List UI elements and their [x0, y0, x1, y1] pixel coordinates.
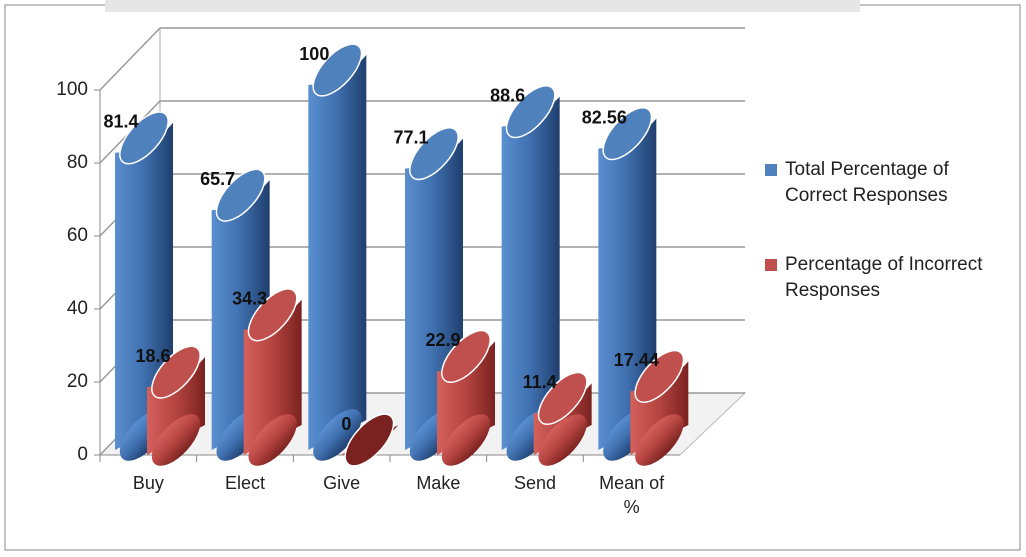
value-label: 82.56 [582, 107, 627, 127]
cylinder-base [538, 414, 587, 466]
cylinder-body [115, 122, 173, 450]
cylinder-top [634, 349, 685, 403]
cylinder-base [313, 409, 362, 461]
cylinder [437, 329, 495, 466]
cylinder [630, 349, 689, 466]
cylinder-body [501, 96, 560, 451]
cylinder-base [635, 414, 684, 466]
value-label: 88.6 [490, 85, 525, 105]
cylinder-base [248, 414, 297, 466]
cylinder-top [215, 168, 266, 222]
legend-swatch [765, 164, 777, 176]
legend-swatch [765, 259, 777, 271]
cylinder-top [247, 288, 298, 342]
title-band [105, 0, 860, 12]
cylinder-top [537, 371, 588, 425]
cylinder [243, 288, 302, 466]
cylinder [340, 413, 399, 467]
x-tick-label: Give [323, 473, 361, 493]
cylinder-body [598, 118, 657, 450]
x-tick-label: Mean of % [599, 473, 665, 517]
cylinder-top [119, 111, 169, 165]
value-label: 100 [299, 44, 329, 64]
x-tick-label: Buy [132, 473, 164, 493]
value-label: 0 [341, 414, 351, 434]
cylinder [533, 371, 592, 466]
cylinder-body [308, 55, 367, 450]
legend-entry: Total Percentage of Correct Responses [765, 157, 1015, 209]
cylinder-top [312, 43, 363, 97]
value-label: 18.6 [135, 346, 170, 366]
value-label: 65.7 [200, 169, 235, 189]
cylinder-base [441, 414, 491, 466]
value-label: 11.4 [523, 372, 557, 392]
y-tick-label: 100 [56, 79, 88, 100]
x-tick-label: Send [513, 473, 557, 493]
cylinder [147, 345, 205, 466]
cylinder-top [441, 329, 491, 383]
cylinder-top [344, 413, 395, 467]
value-label: 34.3 [232, 289, 267, 309]
y-tick-label: 80 [67, 152, 88, 173]
x-tick-label: Elect [224, 473, 266, 493]
cylinder-base [151, 414, 201, 466]
value-label: 17.44 [614, 350, 659, 370]
y-tick-label: 0 [77, 444, 88, 465]
cylinder [308, 43, 367, 461]
cylinder [115, 111, 173, 461]
legend-entry: Percentage of Incorrect Responses [765, 252, 1015, 304]
cylinder-top [151, 345, 201, 399]
value-label: 22.9 [425, 330, 460, 350]
cylinder-top [602, 107, 653, 161]
y-tick-label: 20 [67, 371, 88, 392]
y-tick-label: 40 [67, 298, 88, 319]
cylinder-top [505, 85, 556, 139]
y-tick-label: 60 [67, 225, 88, 246]
value-label: 81.4 [103, 112, 138, 132]
x-tick-label: Make [416, 473, 461, 493]
cylinder-top [409, 127, 459, 181]
value-label: 77.1 [393, 127, 428, 147]
grid-line [99, 27, 161, 91]
